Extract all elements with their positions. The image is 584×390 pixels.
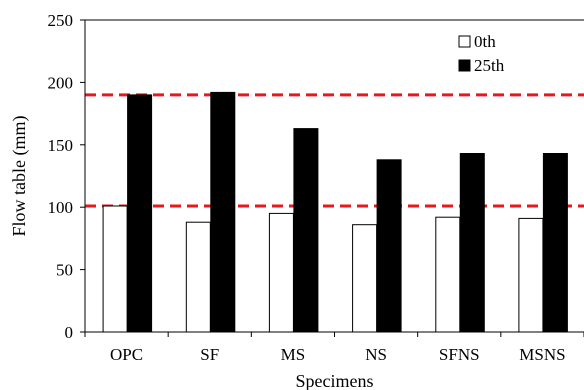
x-tick-label-SF: SF (200, 345, 219, 364)
legend-swatch-25th (458, 59, 471, 72)
x-axis-title: Specimens (296, 371, 374, 390)
x-tick-label-NS: NS (365, 345, 387, 364)
bar-25th-NS (376, 159, 402, 333)
y-tick-label: 200 (48, 73, 74, 92)
legend-label-25th: 25th (474, 56, 505, 75)
legend: 0th 25th (458, 32, 505, 75)
x-tick-label-SFNS: SFNS (439, 345, 480, 364)
y-tick-label: 250 (48, 11, 74, 30)
bar-0th-SFNS (435, 216, 461, 333)
legend-label-0th: 0th (474, 32, 496, 51)
bar-25th-SFNS (459, 153, 485, 333)
y-tick-label: 100 (48, 198, 74, 217)
bar-0th-OPC (102, 205, 128, 333)
y-tick-label: 50 (56, 261, 73, 280)
bar-0th-MSNS (518, 217, 544, 333)
bars (102, 91, 568, 333)
y-tick-label: 0 (65, 323, 74, 342)
x-tick-label-MSNS: MSNS (519, 345, 565, 364)
bar-25th-SF (210, 91, 236, 333)
bar-25th-MSNS (542, 153, 568, 333)
legend-swatch-0th (458, 35, 471, 48)
x-tick-label-OPC: OPC (110, 345, 143, 364)
bar-25th-MS (293, 128, 319, 333)
x-tick-label-MS: MS (281, 345, 306, 364)
bar-25th-OPC (127, 94, 153, 333)
bar-0th-SF (185, 221, 211, 333)
y-tick-label: 150 (48, 136, 74, 155)
bar-0th-MS (268, 212, 294, 333)
reference-lines (85, 93, 584, 208)
bar-0th-NS (352, 224, 378, 333)
y-axis-title: Flow table (mm) (9, 116, 30, 237)
